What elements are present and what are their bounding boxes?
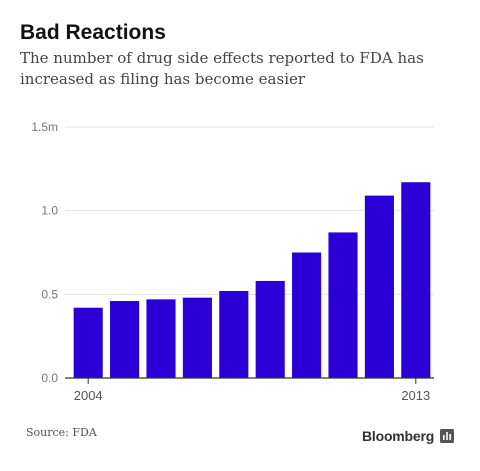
x-tick-label: 2013 (401, 388, 430, 403)
bar-2013 (401, 182, 431, 378)
source-note: Source: FDA (26, 426, 97, 439)
bar-2004 (73, 307, 103, 378)
y-tick-label: 0.0 (41, 371, 58, 385)
y-tick-label: 1.0 (41, 204, 58, 218)
bar-2012 (364, 195, 394, 378)
brand-logo: Bloomberg (362, 428, 435, 444)
bar-2006 (146, 299, 176, 378)
chart-title: Bad Reactions (20, 21, 166, 44)
bar-2007 (182, 297, 212, 378)
chart-subtitle: The number of drug side effects reported… (20, 49, 424, 88)
bar-2011 (328, 232, 358, 378)
bar-chart-icon (440, 429, 454, 443)
y-axis-labels: 0.0 0.5 1.0 1.5m (31, 120, 58, 385)
bar-2010 (292, 252, 322, 378)
y-tick-label: 0.5 (41, 287, 58, 301)
bars (73, 182, 431, 378)
y-tick-label: 1.5m (31, 120, 58, 134)
bar-chart: 0.0 0.5 1.0 1.5m 2004 2013 (31, 120, 434, 403)
x-tick-label: 2004 (74, 388, 103, 403)
bar-2008 (219, 290, 249, 378)
x-axis-labels: 2004 2013 (74, 378, 430, 403)
bar-2009 (255, 280, 285, 378)
bar-2005 (110, 301, 140, 378)
